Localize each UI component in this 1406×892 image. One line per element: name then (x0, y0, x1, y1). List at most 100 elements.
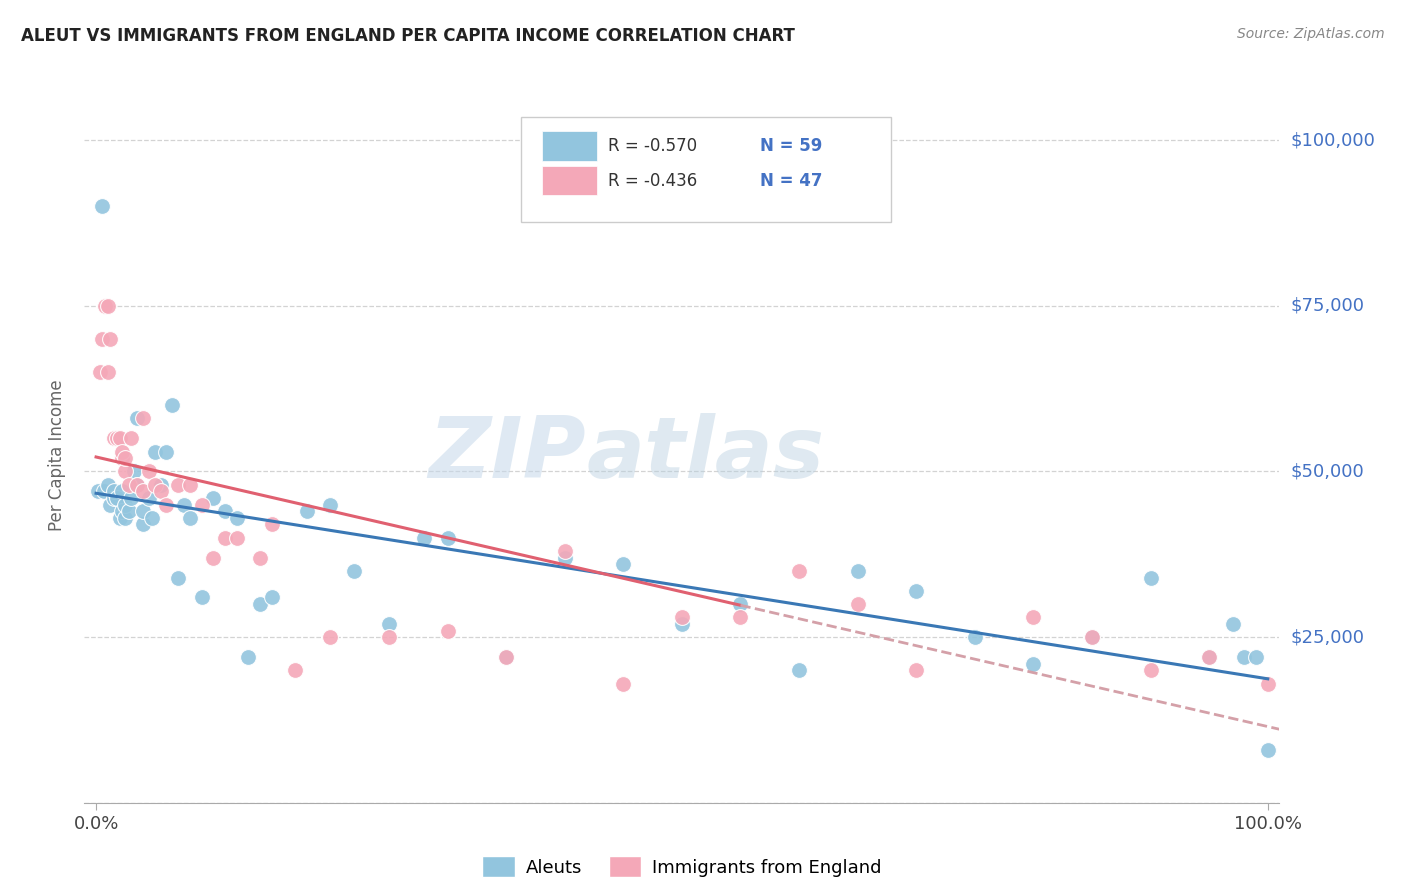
Point (190, 498, 212, 512)
Point (97, 365, 120, 379)
Point (495, 650, 517, 665)
Point (1244, 650, 1267, 665)
Point (97, 299, 120, 313)
Point (214, 531, 236, 545)
Text: $100,000: $100,000 (1291, 131, 1375, 149)
Point (1139, 570, 1161, 584)
Point (143, 444, 166, 458)
Point (214, 504, 236, 518)
Point (138, 465, 160, 479)
Point (167, 477, 190, 491)
Point (93, 484, 115, 499)
Point (114, 451, 136, 466)
FancyBboxPatch shape (543, 131, 598, 161)
Point (413, 531, 436, 545)
Point (249, 597, 271, 611)
Point (238, 650, 260, 665)
Point (260, 591, 283, 605)
Point (122, 465, 145, 479)
Point (114, 498, 136, 512)
FancyBboxPatch shape (543, 166, 598, 195)
Point (98, 498, 121, 512)
Point (905, 583, 928, 598)
Point (108, 431, 131, 445)
Point (127, 477, 148, 491)
Point (179, 477, 201, 491)
Point (105, 431, 128, 445)
Point (249, 550, 271, 565)
Point (319, 630, 342, 644)
Point (160, 398, 183, 412)
Point (90, 199, 114, 213)
Point (1139, 663, 1161, 677)
Point (149, 477, 172, 491)
Text: atlas: atlas (586, 413, 824, 497)
Point (671, 616, 693, 631)
Point (103, 484, 125, 499)
Point (612, 558, 634, 572)
Point (905, 663, 928, 677)
Point (295, 504, 318, 518)
Point (225, 531, 247, 545)
Point (260, 517, 283, 532)
Text: R = -0.436: R = -0.436 (607, 172, 697, 190)
Point (436, 624, 458, 638)
Point (846, 564, 869, 578)
Point (284, 663, 307, 677)
Point (1198, 650, 1220, 665)
Point (98, 332, 121, 346)
Point (111, 484, 134, 499)
Point (202, 550, 225, 565)
Point (1198, 650, 1220, 665)
Point (141, 511, 163, 525)
Point (846, 597, 869, 611)
Point (1022, 657, 1045, 671)
Point (111, 444, 134, 458)
Legend: Aleuts, Immigrants from England: Aleuts, Immigrants from England (475, 849, 889, 884)
Point (1081, 630, 1104, 644)
Point (1257, 676, 1279, 690)
Point (103, 431, 125, 445)
Point (179, 511, 201, 525)
Point (554, 550, 576, 565)
Point (963, 630, 986, 644)
Text: $25,000: $25,000 (1291, 628, 1365, 646)
Point (143, 477, 166, 491)
Point (138, 491, 160, 505)
Point (87, 484, 110, 499)
Point (436, 531, 458, 545)
Point (787, 663, 810, 677)
Point (1022, 610, 1045, 624)
Text: R = -0.570: R = -0.570 (607, 137, 697, 155)
Text: N = 47: N = 47 (759, 172, 823, 190)
Point (343, 564, 366, 578)
Point (127, 411, 148, 425)
Point (132, 504, 155, 518)
Point (89, 365, 111, 379)
Point (120, 431, 142, 445)
Text: $50,000: $50,000 (1291, 462, 1364, 481)
Point (127, 477, 148, 491)
Point (149, 484, 172, 499)
Point (671, 610, 693, 624)
Point (495, 650, 517, 665)
Point (105, 491, 128, 505)
Text: ZIP: ZIP (429, 413, 586, 497)
Text: $75,000: $75,000 (1291, 297, 1365, 315)
Point (97, 477, 120, 491)
Point (1257, 743, 1279, 757)
Point (202, 491, 225, 505)
Point (114, 511, 136, 525)
Point (155, 444, 177, 458)
Point (132, 517, 155, 532)
Point (378, 630, 401, 644)
Point (114, 465, 136, 479)
Point (787, 564, 810, 578)
Point (173, 498, 195, 512)
Point (132, 411, 155, 425)
Point (730, 610, 752, 624)
Text: N = 59: N = 59 (759, 137, 823, 155)
Point (612, 676, 634, 690)
Point (1081, 630, 1104, 644)
Point (730, 597, 752, 611)
